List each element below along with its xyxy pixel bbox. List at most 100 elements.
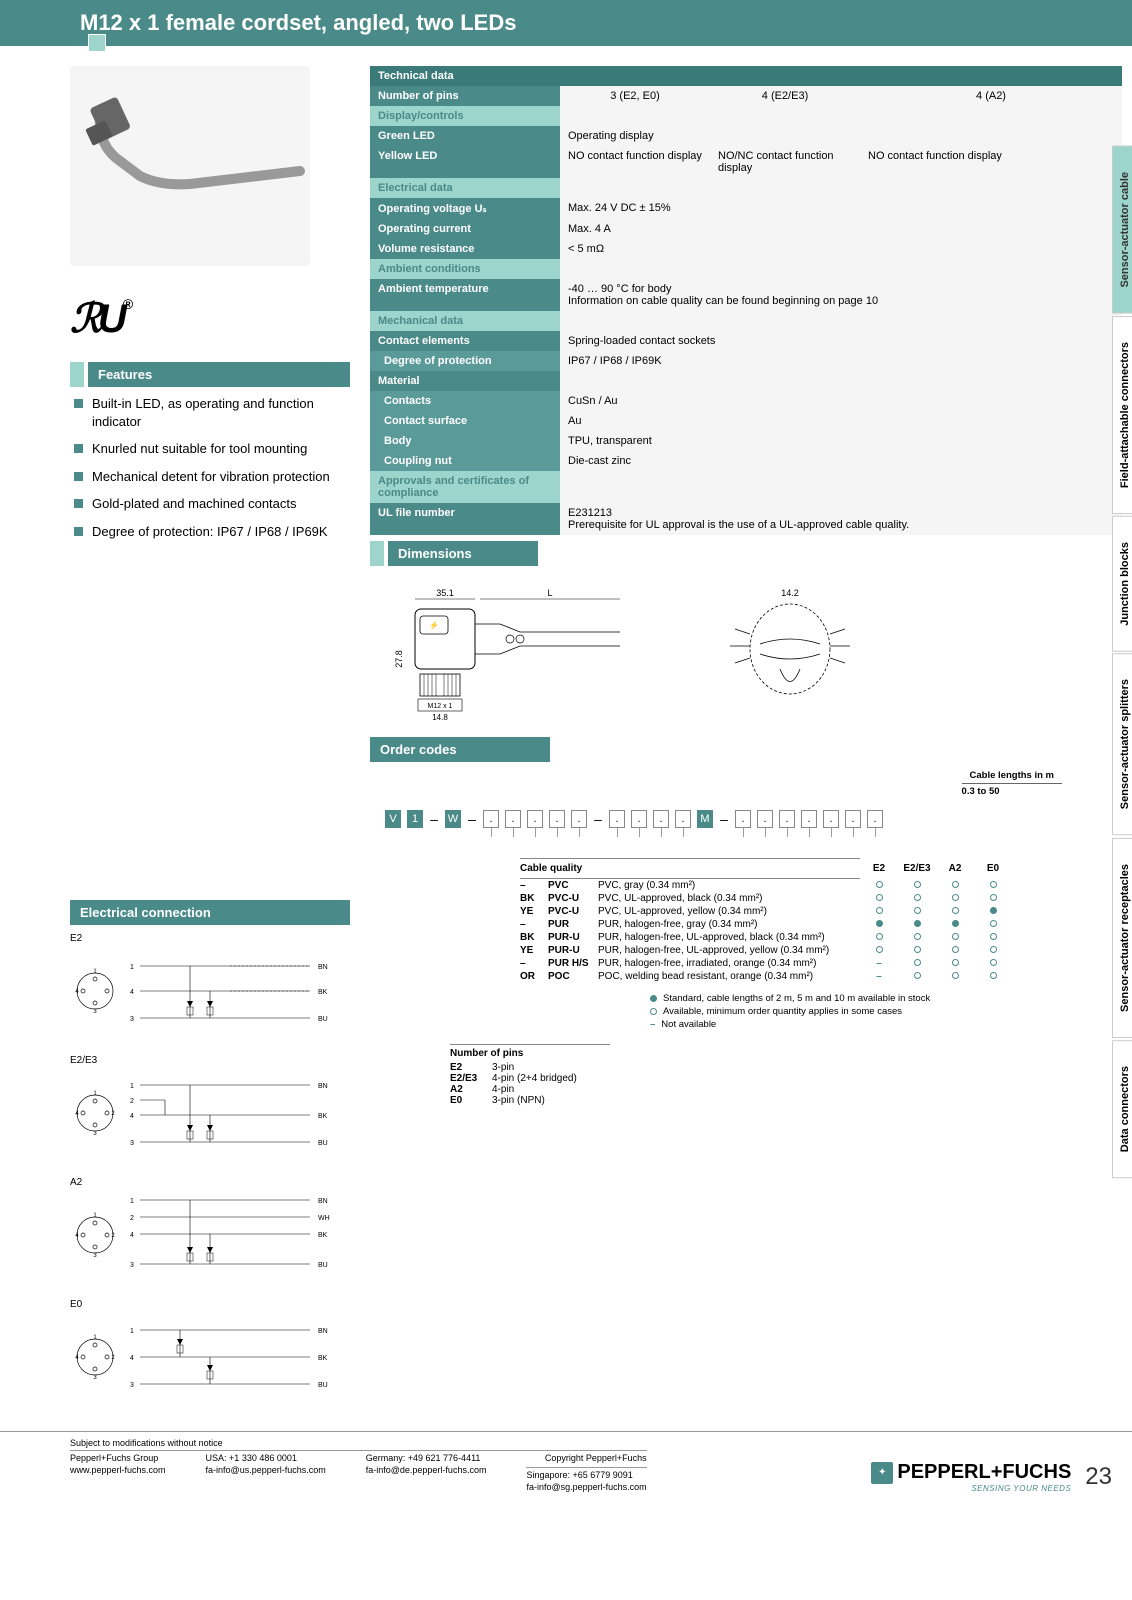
pf-logo-icon: ✦ <box>871 1462 893 1484</box>
tab-receptacles[interactable]: Sensor-actuator receptacles <box>1112 838 1132 1038</box>
row-value: -40 … 90 °C for body Information on cabl… <box>560 279 1122 311</box>
page-title-bar: M12 x 1 female cordset, angled, two LEDs <box>0 0 1132 46</box>
cq-row: YEPVC-UPVC, UL-approved, yellow (0.34 mm… <box>520 905 1122 918</box>
row-value: NO/NC contact function display <box>710 146 860 178</box>
row-label: Contact surface <box>370 411 560 431</box>
svg-text:3: 3 <box>93 1253 97 1259</box>
cq-row: BKPUR-UPUR, halogen-free, UL-approved, b… <box>520 931 1122 944</box>
page-number: 23 <box>1085 1463 1112 1491</box>
cable-length-label: Cable lengths in m 0.3 to 50 <box>962 770 1062 797</box>
svg-text:BU: BU <box>318 1140 328 1147</box>
pf-tagline: SENSING YOUR NEEDS <box>871 1484 1071 1493</box>
svg-text:3: 3 <box>130 1140 134 1147</box>
features-list: Built-in LED, as operating and function … <box>70 395 350 540</box>
svg-text:BU: BU <box>318 1016 328 1023</box>
svg-text:3: 3 <box>130 1016 134 1023</box>
section-header: Electrical data <box>370 178 560 198</box>
row-value: Die-cast zinc <box>560 451 1122 471</box>
elec-diagram-a2: A2 1 4 2 3 1BN 2WH 4BK 3BU <box>70 1177 350 1283</box>
feature-item: Knurled nut suitable for tool mounting <box>74 440 350 458</box>
svg-text:4: 4 <box>130 1232 134 1239</box>
tab-field-attachable[interactable]: Field-attachable connectors <box>1112 316 1132 514</box>
svg-text:BN: BN <box>318 964 328 971</box>
cq-row: BKPVC-UPVC, UL-approved, black (0.34 mm²… <box>520 892 1122 905</box>
svg-text:1: 1 <box>93 1091 97 1097</box>
row-label: Yellow LED <box>370 146 560 178</box>
svg-text:27.8: 27.8 <box>394 650 404 668</box>
row-value: 3 (E2, E0) <box>560 86 710 106</box>
dimensions-header: Dimensions <box>388 541 538 566</box>
side-tabs: Sensor-actuator cable Field-attachable c… <box>1112 146 1132 1180</box>
svg-text:4: 4 <box>75 1233 79 1239</box>
row-value: Au <box>560 411 1122 431</box>
feature-item: Mechanical detent for vibration protecti… <box>74 468 350 486</box>
svg-text:BK: BK <box>318 1355 328 1362</box>
row-label: Material <box>370 371 560 391</box>
svg-text:4: 4 <box>130 989 134 996</box>
svg-text:2: 2 <box>130 1098 134 1105</box>
svg-text:BU: BU <box>318 1262 328 1269</box>
svg-text:4: 4 <box>130 1355 134 1362</box>
section-header: Ambient conditions <box>370 259 560 279</box>
row-label: Ambient temperature <box>370 279 560 311</box>
row-value: Spring-loaded contact sockets <box>560 331 1122 351</box>
feature-item: Built-in LED, as operating and function … <box>74 395 350 430</box>
feature-item: Gold-plated and machined contacts <box>74 495 350 513</box>
svg-text:BN: BN <box>318 1198 328 1205</box>
svg-text:BK: BK <box>318 1232 328 1239</box>
row-label: Operating voltage Uₛ <box>370 198 560 219</box>
row-value: 4 (E2/E3) <box>710 86 860 106</box>
row-value: IP67 / IP68 / IP69K <box>560 351 1122 371</box>
tech-title: Technical data <box>370 66 560 86</box>
pf-logo: PEPPERL+FUCHS <box>897 1461 1071 1484</box>
cq-row: YEPUR-UPUR, halogen-free, UL-approved, y… <box>520 944 1122 957</box>
svg-text:3: 3 <box>93 1375 97 1381</box>
page-title: M12 x 1 female cordset, angled, two LEDs <box>80 10 516 36</box>
svg-text:1: 1 <box>130 1198 134 1205</box>
tab-data-connectors[interactable]: Data connectors <box>1112 1040 1132 1178</box>
cq-row: ORPOCPOC, welding bead resistant, orange… <box>520 970 1122 983</box>
svg-text:3: 3 <box>93 1009 97 1015</box>
row-label: Contacts <box>370 391 560 411</box>
tab-splitters[interactable]: Sensor-actuator splitters <box>1112 653 1132 835</box>
svg-text:2: 2 <box>111 1355 115 1361</box>
row-value: 4 (A2) <box>860 86 1122 106</box>
svg-text:1: 1 <box>130 1083 134 1090</box>
cq-row: –PUR H/SPUR, halogen-free, irradiated, o… <box>520 957 1122 970</box>
svg-text:14.2: 14.2 <box>781 588 799 598</box>
row-value: < 5 mΩ <box>560 239 1122 259</box>
pins-row: A24-pin <box>450 1084 1122 1095</box>
dimensions-drawing: 35.1 L 27.8 ⚡ M12 x 1 14.8 <box>370 574 1122 737</box>
svg-text:M12 x 1: M12 x 1 <box>428 703 453 710</box>
order-codes-header: Order codes <box>370 737 550 762</box>
elec-diagram-e2e3: E2/E3 1 4 2 3 1BN 2 4BK 3BU <box>70 1055 350 1161</box>
footer-notice: Subject to modifications without notice <box>70 1438 647 1451</box>
row-label: Degree of protection <box>370 351 560 371</box>
row-label: Body <box>370 431 560 451</box>
row-label: Green LED <box>370 126 560 146</box>
svg-text:1: 1 <box>130 1328 134 1335</box>
code-pattern: V 1 – W – ..... – .... M – ....... <box>385 810 1122 828</box>
row-label: Number of pins <box>370 86 560 106</box>
tab-junction-blocks[interactable]: Junction blocks <box>1112 516 1132 652</box>
svg-text:4: 4 <box>75 1355 79 1361</box>
svg-text:3: 3 <box>93 1131 97 1137</box>
svg-text:2: 2 <box>111 1233 115 1239</box>
row-value: NO contact function display <box>560 146 710 178</box>
svg-text:2: 2 <box>130 1215 134 1222</box>
svg-text:4: 4 <box>75 1111 79 1117</box>
row-label: Volume resistance <box>370 239 560 259</box>
technical-data-table: Technical data Number of pins 3 (E2, E0)… <box>370 66 1122 535</box>
section-header: Mechanical data <box>370 311 560 331</box>
product-image <box>70 66 310 266</box>
svg-text:1: 1 <box>130 964 134 971</box>
svg-text:WH: WH <box>318 1215 330 1222</box>
tab-sensor-actuator-cable[interactable]: Sensor-actuator cable <box>1112 146 1132 314</box>
svg-text:1: 1 <box>93 1213 97 1219</box>
cq-row: –PURPUR, halogen-free, gray (0.34 mm²) <box>520 918 1122 931</box>
svg-text:35.1: 35.1 <box>436 588 454 598</box>
svg-text:BU: BU <box>318 1382 328 1389</box>
feature-item: Degree of protection: IP67 / IP68 / IP69… <box>74 523 350 541</box>
features-header: Features <box>88 362 350 387</box>
cq-row: –PVCPVC, gray (0.34 mm²) <box>520 879 1122 892</box>
